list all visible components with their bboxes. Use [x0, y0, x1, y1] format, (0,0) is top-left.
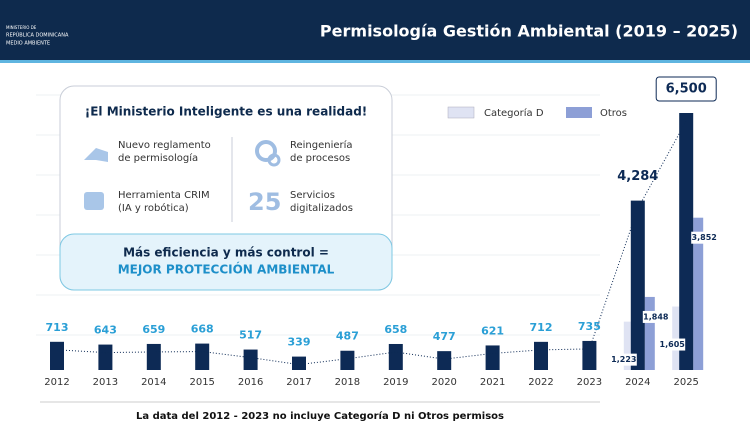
legend-label: Otros [600, 108, 627, 119]
value-label: 339 [288, 336, 311, 349]
x-tick-label: 2022 [528, 377, 553, 388]
legend-swatch [447, 106, 475, 119]
icon-book [84, 148, 108, 162]
icon-gear [267, 153, 281, 167]
x-tick-label: 2023 [577, 377, 602, 388]
bar [243, 349, 258, 370]
label-bg [610, 353, 637, 366]
x-tick-label: 2025 [673, 377, 698, 388]
x-tick-label: 2019 [383, 377, 408, 388]
x-tick-label: 2014 [141, 377, 166, 388]
bar [146, 343, 161, 370]
value-label: 517 [239, 329, 262, 342]
bar [693, 217, 704, 370]
value-label: 659 [142, 323, 165, 336]
logo-text: MINISTERIO DE [6, 25, 37, 30]
value-label: 1,605 [660, 340, 686, 349]
value-label: 1,848 [643, 312, 669, 321]
bar [623, 321, 634, 370]
x-tick-label: 2017 [286, 377, 311, 388]
x-tick-label: 2016 [238, 377, 263, 388]
item-text: digitalizados [290, 203, 353, 214]
footnote: La data del 2012 - 2023 no incluye Categ… [136, 410, 504, 422]
item-text: Servicios [290, 190, 335, 201]
label-bg [642, 310, 669, 323]
x-tick-label: 2020 [431, 377, 456, 388]
icon-gear [255, 140, 277, 162]
logo-text: REPÚBLICA DOMINICANA [6, 32, 69, 39]
x-tick-label: 2018 [335, 377, 360, 388]
value-label: 668 [191, 323, 214, 336]
x-tick-label: 2015 [189, 377, 214, 388]
x-tick-label: 2024 [625, 377, 650, 388]
item-text: Nuevo reglamento [118, 140, 211, 151]
item-text: Reingeniería [290, 139, 353, 151]
legend-swatch [566, 107, 592, 118]
card-footer: Más eficiencia y más control = [123, 246, 329, 260]
value-label: 477 [433, 330, 456, 343]
value-label: 3,852 [692, 233, 717, 242]
bar [534, 341, 548, 370]
value-label: 4,284 [617, 169, 658, 184]
value-label: 1,223 [611, 355, 636, 364]
bar [388, 343, 403, 370]
item-text: (IA y robótica) [118, 202, 189, 214]
bar [644, 296, 655, 370]
value-label: 6,500 [666, 82, 707, 97]
item-number: 25 [248, 188, 281, 216]
logo-text: MEDIO AMBIENTE [6, 41, 50, 47]
bar [292, 356, 306, 370]
item-text: de permisología [118, 152, 198, 164]
bar [582, 340, 597, 370]
value-label: 712 [530, 321, 553, 334]
bar [672, 306, 683, 370]
plot: 713 2012 643 2013 659 2014 668 2015 517 2016 339 20… [44, 76, 718, 388]
label-bg [659, 338, 686, 351]
label-bg [691, 231, 718, 244]
bar [195, 343, 210, 370]
item-text: de procesos [290, 153, 350, 164]
bar [98, 344, 113, 370]
legend-label: Categoría D [484, 107, 544, 119]
header-band [0, 0, 750, 60]
item-text: Herramienta CRIM [118, 190, 210, 201]
icon-robot [84, 192, 104, 210]
x-tick-label: 2021 [480, 377, 505, 388]
info-card: ¡El Ministerio Inteligente es una realid… [59, 85, 393, 291]
x-tick-label: 2013 [93, 377, 118, 388]
bar [340, 350, 355, 370]
value-label: 487 [336, 330, 359, 343]
bar [485, 345, 500, 370]
bar [437, 351, 452, 370]
bar [630, 200, 645, 370]
x-tick-label: 2012 [44, 377, 69, 388]
card-footer-box [59, 233, 393, 291]
bar [679, 113, 694, 370]
value-label: 621 [481, 324, 504, 337]
card-title: ¡El Ministerio Inteligente es una realid… [85, 105, 368, 119]
value-label: 658 [384, 323, 407, 336]
value-label: 643 [94, 324, 117, 337]
callout-box [655, 76, 717, 102]
page-title: Permisología Gestión Ambiental (2019 – 2… [320, 22, 738, 41]
value-label: 735 [578, 320, 601, 333]
card-footer: MEJOR PROTECCIÓN AMBIENTAL [118, 262, 335, 277]
value-label: 713 [46, 321, 69, 334]
bar [50, 341, 64, 370]
header-stripe [0, 60, 750, 63]
